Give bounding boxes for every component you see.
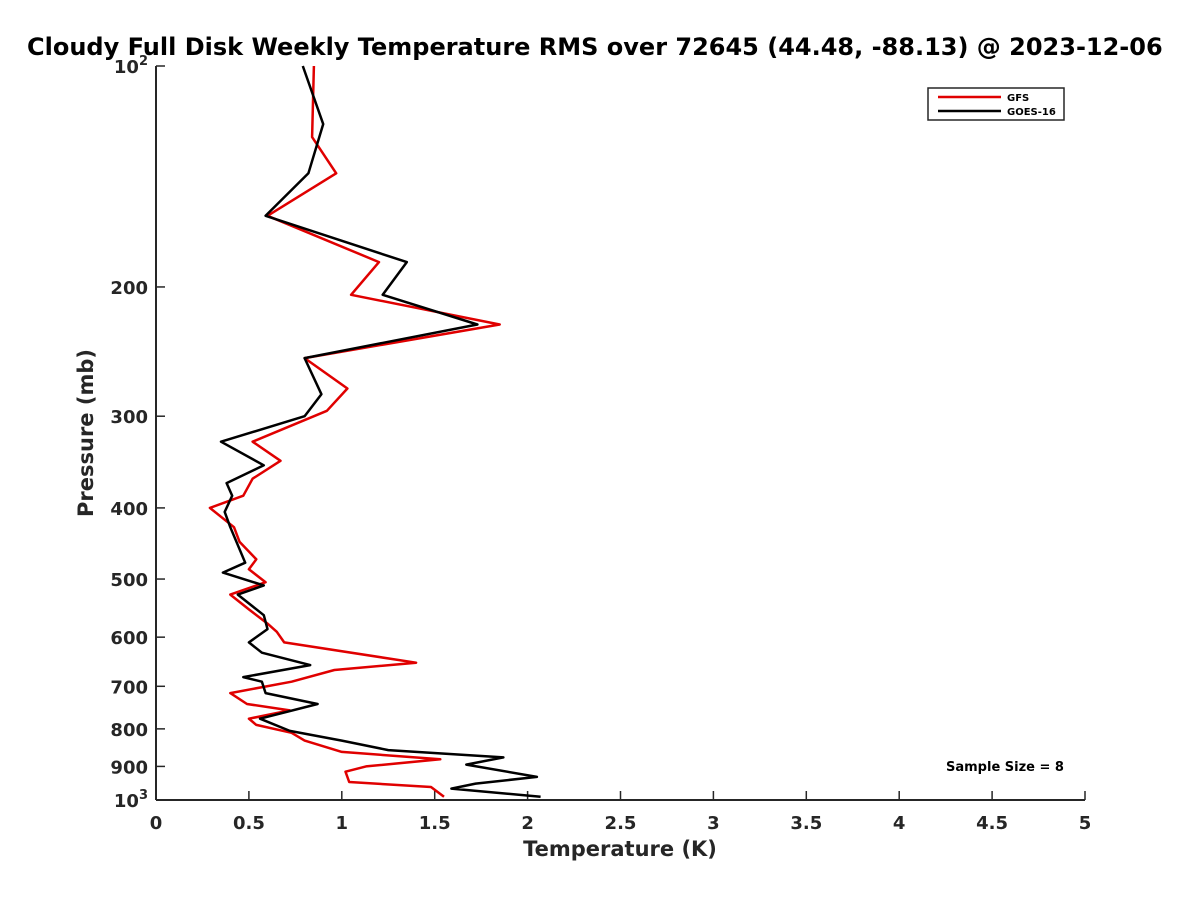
chart-title: Cloudy Full Disk Weekly Temperature RMS … [27, 33, 1163, 61]
legend-label-goes16: GOES-16 [1007, 107, 1056, 118]
x-tick-label: 4 [893, 813, 906, 834]
x-tick-label: 2 [521, 813, 534, 834]
series-lines [208, 65, 541, 799]
legend: GFS GOES-16 [927, 87, 1065, 121]
x-tick-label: 3 [707, 813, 720, 834]
x-axis-ticks: 0 0.5 1 1.5 2 2.5 3 3.5 4 4.5 5 [150, 791, 1092, 834]
y-tick-label: 300 [110, 407, 148, 428]
y-tick-label: 600 [110, 628, 148, 649]
y-tick-label: 500 [110, 570, 148, 591]
x-tick-label: 1.5 [419, 813, 451, 834]
x-tick-label: 0.5 [233, 813, 265, 834]
x-tick-label: 4.5 [976, 813, 1008, 834]
y-tick-label: 900 [110, 757, 148, 778]
y-tick-label: 200 [110, 278, 148, 299]
y-tick-label: 400 [110, 499, 148, 520]
y-tick-label: 102 [114, 54, 148, 78]
y-axis-ticks: 102 200 300 400 500 600 700 800 900 103 [110, 54, 165, 812]
sample-size-annotation: Sample Size = 8 [946, 760, 1064, 775]
y-tick-label: 700 [110, 677, 148, 698]
x-tick-label: 1 [336, 813, 349, 834]
y-tick-label: 800 [110, 720, 148, 741]
y-axis-label: Pressure (mb) [74, 349, 98, 517]
x-tick-label: 2.5 [605, 813, 637, 834]
x-tick-label: 3.5 [790, 813, 822, 834]
legend-label-gfs: GFS [1007, 93, 1029, 104]
y-tick-label: 103 [114, 788, 148, 812]
x-tick-label: 0 [150, 813, 163, 834]
x-axis-label: Temperature (K) [523, 837, 717, 861]
series-line-goes16 [219, 65, 541, 799]
x-tick-label: 5 [1079, 813, 1092, 834]
legend-box [927, 87, 1065, 121]
